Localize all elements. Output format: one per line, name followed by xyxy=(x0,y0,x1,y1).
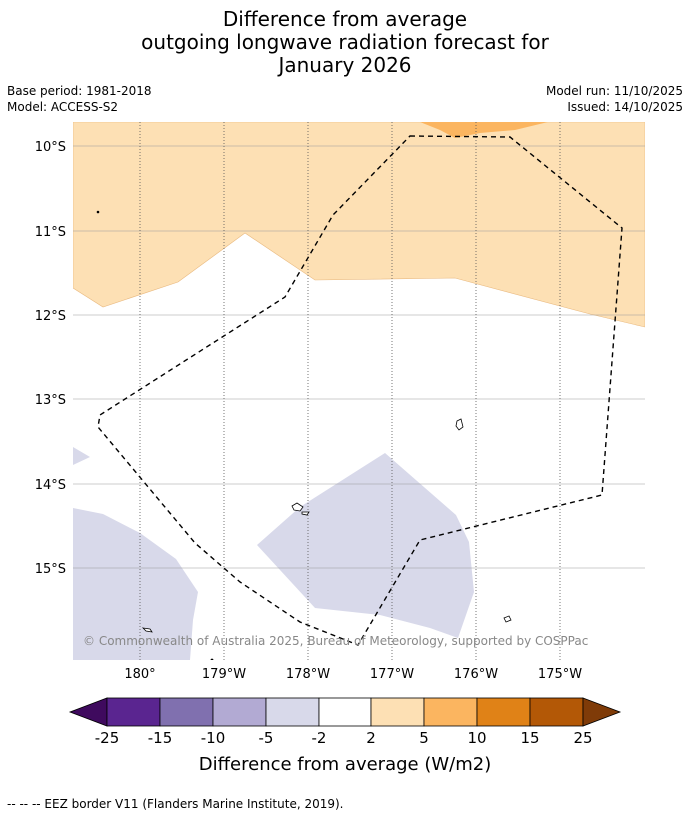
copyright-text: © Commonwealth of Australia 2025, Bureau… xyxy=(83,634,588,648)
colorbar-segment xyxy=(423,697,478,727)
anomaly-region-positive-light xyxy=(73,122,645,328)
lon-label: 180° xyxy=(124,667,155,682)
colorbar-segment xyxy=(529,697,584,727)
meta-left: Base period: 1981-2018 Model: ACCESS-S2 xyxy=(7,83,152,115)
lon-label: 175°W xyxy=(538,667,582,682)
island-south-dot xyxy=(210,658,214,660)
latitude-gridlines xyxy=(73,145,645,569)
colorbar-tick: 10 xyxy=(467,729,486,747)
issued-date: Issued: 14/10/2025 xyxy=(567,100,683,114)
island-futuna xyxy=(291,502,304,512)
anomaly-region-negative-southwest xyxy=(73,508,198,660)
colorbar-tick: -15 xyxy=(148,729,173,747)
colorbar-segment xyxy=(159,697,214,727)
eez-legend: -- -- -- EEZ border V11 (Flanders Marine… xyxy=(7,797,344,811)
colorbar-segment xyxy=(106,697,161,727)
island-alofi xyxy=(301,511,310,516)
lon-label: 178°W xyxy=(286,667,330,682)
lon-label: 177°W xyxy=(370,667,414,682)
eez-border xyxy=(97,135,623,646)
colorbar-segment xyxy=(476,697,531,727)
chart-title: Difference from average outgoing longwav… xyxy=(0,8,690,77)
island-north-dot xyxy=(96,210,100,214)
colorbar-segment xyxy=(265,697,320,727)
map-area: © Commonwealth of Australia 2025, Bureau… xyxy=(73,122,645,660)
lon-label: 179°W xyxy=(202,667,246,682)
colorbar-extend-high xyxy=(582,697,622,727)
lat-label: 15°S xyxy=(35,562,66,577)
title-line-3: January 2026 xyxy=(278,53,412,77)
colorbar-tick: -5 xyxy=(259,729,274,747)
lat-label: 13°S xyxy=(35,393,66,408)
model-run: Model run: 11/10/2025 xyxy=(545,84,683,98)
anomaly-region-negative-west xyxy=(73,447,90,465)
title-line-2: outgoing longwave radiation forecast for xyxy=(141,30,549,54)
lon-label: 176°W xyxy=(454,667,498,682)
colorbar-extend-low xyxy=(68,697,108,727)
colorbar-ticks: -25 -15 -10 -5 -2 2 5 10 15 25 xyxy=(95,729,593,747)
colorbar-tick: -2 xyxy=(312,729,327,747)
island-south-west xyxy=(141,627,153,633)
model-name: Model: ACCESS-S2 xyxy=(7,100,119,114)
islands xyxy=(96,210,512,660)
colorbar-tick: 25 xyxy=(573,729,592,747)
colorbar-tick: -25 xyxy=(95,729,120,747)
colorbar-tick: 15 xyxy=(520,729,539,747)
meta-right: Model run: 11/10/2025 Issued: 14/10/2025 xyxy=(546,83,683,115)
colorbar-segment xyxy=(212,697,267,727)
colorbar-tick: -10 xyxy=(201,729,226,747)
colorbar xyxy=(68,697,622,727)
anomaly-region-negative-central xyxy=(257,453,474,638)
title-line-1: Difference from average xyxy=(222,7,468,31)
island-south-east xyxy=(503,615,512,623)
colorbar-tick: 5 xyxy=(419,729,429,747)
lat-label: 14°S xyxy=(35,478,66,493)
colorbar-tick: 2 xyxy=(366,729,376,747)
anomaly-region-positive-medium xyxy=(420,122,548,138)
lat-label: 12°S xyxy=(35,309,66,324)
colorbar-label: Difference from average (W/m2) xyxy=(199,754,491,775)
lat-label: 10°S xyxy=(35,140,66,155)
island-wallis xyxy=(455,418,464,431)
longitude-labels: 180° 179°W 178°W 177°W 176°W 175°W xyxy=(124,667,582,682)
colorbar-segment xyxy=(370,697,425,727)
colorbar-segment xyxy=(318,697,372,727)
base-period: Base period: 1981-2018 xyxy=(7,84,152,98)
latitude-labels: 10°S 11°S 12°S 13°S 14°S 15°S xyxy=(35,140,66,577)
lat-label: 11°S xyxy=(35,225,66,240)
